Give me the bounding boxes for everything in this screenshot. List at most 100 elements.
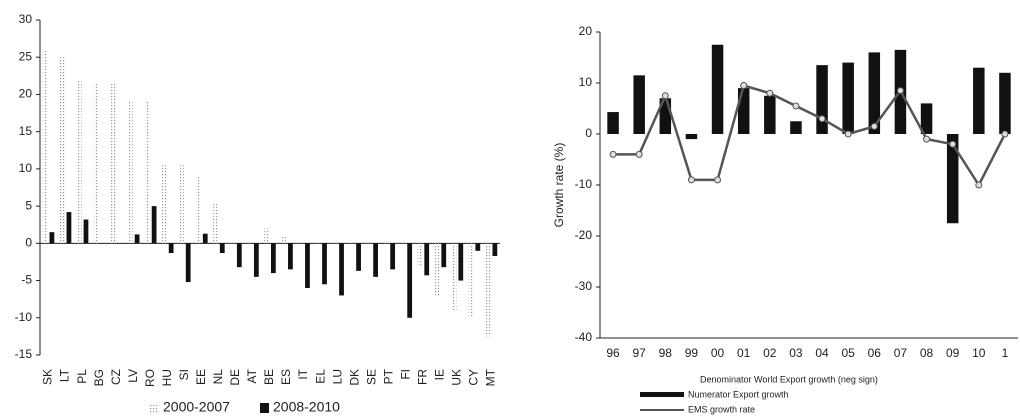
- line-point: [1001, 130, 1009, 138]
- x-tick-label: NL: [211, 369, 225, 385]
- line-point: [635, 150, 643, 158]
- line-point: [923, 135, 931, 143]
- x-tick-label: 97: [633, 346, 647, 360]
- bar: [213, 202, 218, 244]
- line: [613, 83, 1007, 188]
- x-tick-label: 1: [1002, 346, 1009, 360]
- bar: [790, 121, 802, 134]
- line-point: [687, 176, 695, 184]
- y-tick-label: -5: [21, 273, 32, 287]
- x-tick-label: SK: [41, 369, 55, 385]
- x-tick-label: IT: [296, 368, 310, 379]
- y-tick-label: 30: [19, 12, 33, 26]
- x-tick-label: ES: [279, 369, 293, 385]
- x-tick-label: CY: [467, 369, 481, 386]
- y-tick-label: -10: [15, 310, 33, 324]
- y-axis-title: Growth rate (%): [552, 143, 566, 228]
- bar: [737, 88, 750, 134]
- bar: [366, 241, 372, 244]
- bar: [607, 112, 619, 134]
- bar: [110, 83, 116, 244]
- bar: [288, 243, 293, 270]
- bar: [468, 243, 474, 318]
- bar: [373, 243, 378, 277]
- legend-label: Numerator Export growth: [688, 389, 789, 399]
- x-tick-label: 01: [737, 346, 751, 360]
- bar: [322, 243, 327, 285]
- bar: [42, 49, 48, 244]
- x-tick-label: 96: [606, 346, 620, 360]
- bar: [247, 241, 252, 244]
- bar: [264, 228, 269, 244]
- bar: [298, 241, 304, 244]
- x-tick-label: LU: [330, 369, 344, 384]
- bar: [236, 243, 242, 268]
- bar: [475, 243, 481, 251]
- x-tick-label: BG: [92, 369, 106, 386]
- x-tick-label: 10: [972, 346, 986, 360]
- bar: [434, 243, 440, 296]
- bar: [76, 79, 82, 244]
- bar: [202, 233, 208, 244]
- bar: [281, 235, 287, 244]
- legend-label: 2000-2007: [163, 399, 230, 415]
- x-tick-label: 00: [711, 346, 725, 360]
- bar: [305, 243, 310, 288]
- x-tick-label: 03: [789, 346, 803, 360]
- bar: [196, 176, 201, 244]
- x-tick-label: IE: [433, 369, 447, 380]
- line-point: [766, 89, 774, 97]
- bar: [271, 243, 276, 274]
- legend-label: 2008-2010: [273, 399, 340, 415]
- x-tick-label: 07: [894, 346, 908, 360]
- bar: [151, 206, 157, 244]
- x-tick-label: EE: [194, 369, 208, 385]
- x-tick-label: 09: [946, 346, 960, 360]
- bar: [633, 75, 645, 134]
- bar: [144, 101, 150, 244]
- x-tick-label: RO: [143, 369, 157, 387]
- line-point: [844, 130, 852, 138]
- y-tick-label: 25: [19, 49, 33, 63]
- x-tick-label: SE: [364, 369, 378, 385]
- line-point: [609, 150, 617, 158]
- y-tick-label: -20: [575, 228, 593, 242]
- bar: [390, 243, 396, 270]
- x-tick-label: 04: [815, 346, 829, 360]
- bar: [162, 165, 167, 244]
- x-tick-label: BE: [262, 369, 276, 385]
- bar: [339, 243, 344, 296]
- bar: [946, 134, 959, 224]
- bar: [93, 83, 99, 244]
- bar: [66, 212, 72, 244]
- bar: [492, 243, 498, 256]
- bar: [999, 72, 1011, 134]
- x-tick-label: FR: [416, 369, 430, 385]
- line-point: [792, 102, 800, 110]
- bar: [424, 243, 430, 276]
- y-tick-label: 15: [19, 124, 33, 138]
- bar: [185, 243, 191, 283]
- legend-label: EMS growth rate: [688, 404, 755, 414]
- x-tick-label: SI: [177, 369, 191, 380]
- x-tick-label: AT: [245, 368, 259, 383]
- bar: [253, 243, 259, 277]
- bar: [230, 241, 235, 244]
- bar: [973, 67, 985, 134]
- y-tick-label: -30: [575, 279, 593, 293]
- bar: [920, 103, 933, 134]
- bar: [168, 243, 174, 254]
- line-point: [949, 140, 957, 148]
- line-point: [975, 181, 983, 189]
- y-tick-label: 10: [19, 161, 33, 175]
- x-tick-label: MT: [484, 368, 498, 386]
- line-point: [818, 115, 826, 123]
- legend-swatch: [150, 403, 159, 413]
- y-tick-label: 10: [579, 75, 593, 89]
- y-tick-label: -10: [575, 177, 593, 191]
- bar: [711, 44, 724, 134]
- bar: [356, 243, 361, 271]
- x-axis-title: Denominator World Export growth (neg sig…: [700, 374, 878, 384]
- bar: [219, 243, 225, 254]
